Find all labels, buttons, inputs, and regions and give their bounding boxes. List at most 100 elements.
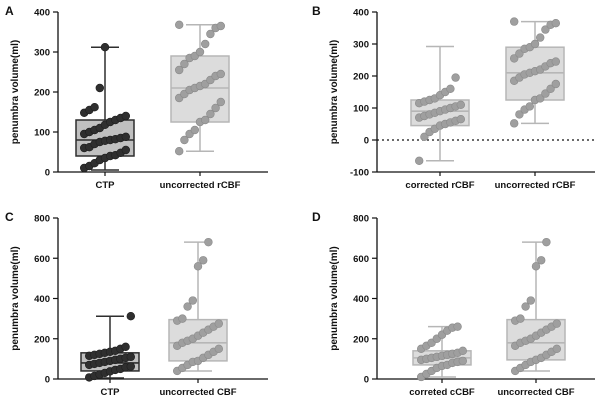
panel-b-corrected-rcbf-data-point (415, 156, 424, 166)
panel-b-y-tick-label: 400 (353, 8, 369, 19)
panel-c-uncorrected-cbf-data-point (199, 256, 208, 265)
panel-d-uncorrected-cbf-data-point (531, 262, 541, 271)
panel-a-uncorrected-rcbf-data-point (201, 115, 210, 125)
panel-c-ctp-data-point (126, 352, 136, 362)
panel-b-letter: B (312, 4, 321, 18)
panel-b-corrected-rcbf-data-point (456, 100, 465, 110)
panel-d-correted-ccbf-data-point (458, 346, 467, 356)
panel-b-uncorrected-rcbf-data-point (515, 110, 524, 119)
panel-d-category-label: uncorrected CBF (497, 387, 574, 398)
panel-d-y-tick-label: 600 (353, 254, 369, 265)
panel-d-uncorrected-cbf-data-point (521, 302, 530, 311)
panel-d-y-tick-label: 800 (353, 214, 369, 225)
panel-d-uncorrected-cbf-data-point (526, 296, 535, 305)
panel-d-category-label: correted cCBF (409, 387, 475, 398)
panel-d-y-tick-label: 400 (353, 294, 369, 305)
panel-a-y-axis-title: penumbra volume(ml) (10, 40, 21, 144)
panel-b-uncorrected-rcbf-data-point (541, 25, 550, 34)
panel-b-uncorrected-rcbf-data-point (541, 89, 550, 98)
panel-b-y-tick-label: 200 (353, 72, 369, 83)
panel-c-uncorrected-cbf-data-point (178, 314, 187, 323)
panel-c-y-tick-label: 400 (34, 294, 50, 305)
panel-c-y-tick-label: 800 (34, 214, 50, 225)
panel-a-y-tick-label: 200 (34, 88, 50, 99)
panel-c-uncorrected-cbf-data-point (183, 302, 192, 311)
panel-a-ctp-data-point (121, 145, 131, 155)
panel-d-y-axis-title: penumbra volume(ml) (329, 246, 340, 350)
panel-a-uncorrected-rcbf-data-point (175, 65, 184, 75)
panel-b-corrected-rcbf-data-point (420, 132, 429, 142)
panel-a-letter: A (5, 4, 14, 18)
panel-a-uncorrected-rcbf-data-point (180, 135, 189, 145)
panel-a-uncorrected-rcbf-data-point (190, 125, 200, 135)
panel-a-uncorrected-rcbf-data-point (216, 21, 226, 31)
panel-b-uncorrected-rcbf-data-point (551, 19, 560, 28)
panel-a-category-label: CTP (96, 180, 116, 191)
panel-b-uncorrected-rcbf-data-point (510, 119, 519, 128)
panel-a-uncorrected-rcbf-data-point (206, 109, 215, 119)
panel-d-correted-ccbf-data-point (458, 356, 467, 366)
panel-d-uncorrected-cbf-data-point (552, 344, 561, 354)
panel-b-category-label: corrected rCBF (405, 180, 474, 191)
panel-d-letter: D (312, 210, 321, 224)
panel-c-uncorrected-cbf-data-point (214, 344, 224, 354)
panel-b-uncorrected-rcbf-data-point (551, 79, 560, 89)
panel-a-ctp-data-point (100, 42, 110, 52)
panel-c-y-axis-title: penumbra volume(ml) (10, 246, 21, 350)
panel-a-y-tick-label: 400 (34, 8, 50, 19)
panel-a-uncorrected-rcbf-data-point (180, 59, 189, 69)
panel-a-ctp-data-point (121, 132, 131, 142)
panel-b-uncorrected-rcbf-data-point (525, 102, 534, 111)
panel-a-uncorrected-rcbf-data-point (201, 39, 210, 49)
panel-c-ctp-data-point (126, 362, 136, 371)
panel-b-y-tick-label: 300 (353, 40, 369, 51)
panel-a-ctp-data-point (121, 111, 131, 121)
panel-a-uncorrected-rcbf-data-point (175, 147, 184, 156)
panel-c-ctp-data-point (121, 342, 130, 351)
panel-c-y-tick-label: 600 (34, 254, 50, 265)
panel-b-uncorrected-rcbf-data-point (510, 54, 519, 63)
panel-a-category-label: uncorrected rCBF (160, 180, 241, 191)
panel-b-corrected-rcbf-data-point (446, 84, 455, 94)
panel-c-y-tick-label: 200 (34, 334, 50, 345)
panel-a-uncorrected-rcbf-data-point (175, 20, 184, 29)
panel-a-uncorrected-rcbf-data-point (195, 47, 205, 57)
panel-b-y-tick-label: 0 (364, 136, 369, 147)
panel-a-uncorrected-rcbf-data-point (211, 103, 220, 113)
panel-b-corrected-rcbf-data-point (456, 114, 465, 124)
panel-b-y-tick-label: 100 (353, 104, 369, 115)
panel-d-correted-ccbf-data-point (453, 322, 462, 331)
panel-d-uncorrected-cbf-data-point (536, 256, 546, 265)
panel-b-uncorrected-rcbf-data-point (515, 49, 524, 58)
panel-b-uncorrected-rcbf-data-point (551, 57, 560, 66)
panel-c-uncorrected-cbf-data-point (204, 237, 213, 247)
panel-d-y-tick-label: 200 (353, 334, 369, 345)
panel-c-letter: C (5, 210, 14, 224)
panel-a-uncorrected-rcbf-data-point (216, 97, 226, 107)
panel-c-category-label: uncorrected CBF (159, 387, 236, 398)
panel-b-uncorrected-rcbf-data-point (510, 17, 519, 26)
panel-a-uncorrected-rcbf-data-point (216, 69, 226, 79)
panel-c-category-label: CTP (101, 387, 121, 398)
panel-d-uncorrected-cbf-data-point (552, 319, 561, 328)
panel-d-uncorrected-cbf-data-point (516, 314, 525, 323)
panel-b-uncorrected-rcbf-data-point (535, 33, 545, 42)
panel-b-uncorrected-rcbf-data-point (530, 39, 540, 49)
panel-a-y-tick-label: 300 (34, 48, 50, 59)
panel-c-uncorrected-cbf-data-point (214, 319, 224, 328)
panel-c-y-tick-label: 0 (45, 375, 50, 386)
panel-b-y-axis-title: penumbra volume(ml) (329, 40, 340, 144)
panel-a-ctp-data-point (95, 83, 105, 93)
panel-c-uncorrected-cbf-data-point (188, 296, 198, 305)
panel-b-uncorrected-rcbf-data-point (535, 94, 545, 103)
panel-b-corrected-rcbf-data-point (451, 73, 460, 82)
panel-b-uncorrected-rcbf-data-point (546, 84, 555, 94)
panel-d-uncorrected-cbf-data-point (542, 237, 551, 247)
panel-c-uncorrected-cbf-data-point (193, 262, 203, 271)
panel-b-y-tick-label: -100 (350, 168, 369, 179)
panel-a-uncorrected-rcbf-data-point (206, 29, 215, 39)
panel-c-ctp-data-point (126, 312, 136, 321)
panel-a-ctp-data-point (90, 102, 99, 112)
